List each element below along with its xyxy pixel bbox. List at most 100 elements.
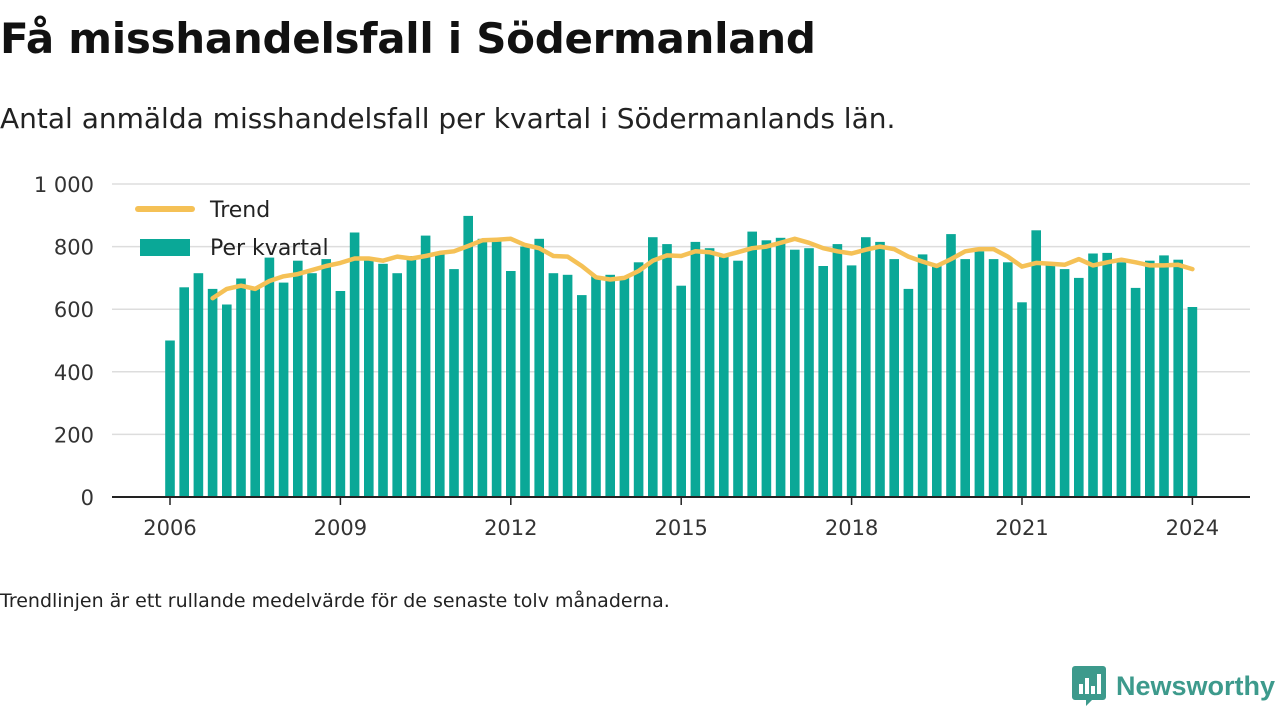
y-tick-label: 0 — [81, 486, 94, 510]
x-tick-label: 2009 — [314, 516, 367, 540]
bar — [747, 231, 757, 497]
bar — [250, 288, 260, 497]
bar — [790, 249, 800, 497]
x-tick-label: 2015 — [654, 516, 707, 540]
bar — [1003, 262, 1013, 498]
bar — [1116, 262, 1127, 498]
trend-line — [210, 236, 1195, 301]
bar — [1187, 307, 1198, 497]
bar — [889, 259, 899, 497]
bar — [1173, 259, 1183, 497]
bar — [846, 265, 857, 497]
legend-bar-label: Per kvartal — [210, 236, 329, 261]
x-tick-label: 2018 — [825, 516, 878, 540]
x-tick-label: 2006 — [143, 516, 196, 540]
bar — [435, 254, 445, 497]
bar — [463, 215, 473, 497]
bar-chart-icon — [1071, 666, 1106, 706]
bar — [520, 246, 530, 497]
bar — [761, 240, 772, 498]
bar — [988, 259, 999, 497]
bar — [577, 295, 587, 497]
y-axis-tick-labels: 0 200 400 600 800 1 000 — [34, 173, 94, 510]
bar — [378, 263, 388, 497]
bar — [193, 273, 204, 497]
x-tick-label: 2012 — [484, 516, 537, 540]
bar — [875, 241, 885, 497]
bar — [392, 273, 402, 497]
bar — [477, 238, 488, 498]
bar — [1088, 253, 1098, 497]
y-tick-label: 200 — [54, 423, 94, 447]
chart-title: Få misshandelsfall i Södermanland — [0, 14, 816, 63]
bar — [633, 262, 644, 498]
bar — [236, 278, 246, 497]
bar — [562, 274, 573, 497]
bar — [278, 282, 289, 497]
bar — [662, 244, 672, 497]
bar — [179, 287, 189, 497]
y-tick-label: 800 — [54, 236, 94, 260]
bar — [1102, 252, 1112, 497]
bar — [704, 248, 715, 497]
bar — [1159, 255, 1169, 497]
brand-name: Newsworthy — [1115, 670, 1275, 701]
bar — [974, 251, 985, 497]
bar — [1145, 260, 1155, 497]
bar — [491, 238, 502, 498]
bar — [1074, 277, 1084, 497]
bar — [1017, 302, 1027, 497]
bar — [307, 273, 317, 497]
bar — [293, 260, 303, 497]
bar — [832, 244, 843, 497]
bar — [591, 276, 601, 497]
bar — [605, 274, 615, 497]
bar — [917, 254, 928, 497]
bar — [1059, 269, 1070, 497]
footnote: Trendlinjen är ett rullande medelvärde f… — [0, 590, 670, 612]
bar — [420, 235, 431, 497]
bar-series — [165, 215, 1198, 498]
bar — [321, 259, 331, 497]
y-tick-label: 400 — [54, 361, 94, 385]
legend: Trend Per kvartal — [135, 198, 329, 261]
x-axis-ticks: 2006 2009 2012 2015 2018 2021 2024 — [143, 497, 1219, 540]
bar — [364, 259, 374, 497]
bar — [676, 285, 686, 497]
bar — [264, 257, 275, 497]
bar — [775, 237, 786, 498]
bar — [207, 288, 218, 497]
bar — [804, 248, 814, 497]
bar — [946, 234, 956, 497]
bar — [960, 259, 970, 497]
bar — [719, 254, 729, 497]
bar — [165, 340, 175, 497]
bar — [903, 288, 914, 497]
bar — [335, 291, 346, 497]
bar — [222, 304, 232, 497]
bar — [506, 271, 516, 497]
bar — [733, 260, 743, 497]
bar — [1130, 287, 1141, 497]
x-tick-label: 2024 — [1166, 516, 1219, 540]
legend-bar-swatch — [140, 239, 190, 256]
bar — [861, 237, 871, 497]
bar — [1045, 265, 1056, 497]
bar — [818, 266, 828, 497]
bar — [932, 265, 942, 497]
newsworthy-logo: Newsworthy — [1071, 664, 1275, 708]
bar — [690, 241, 701, 497]
x-tick-label: 2021 — [995, 516, 1048, 540]
bar — [619, 277, 630, 497]
bar — [648, 237, 658, 497]
bar — [534, 238, 544, 498]
y-tick-label: 600 — [54, 298, 94, 322]
y-tick-label: 1 000 — [34, 173, 94, 197]
bar — [548, 273, 559, 497]
bar — [349, 232, 360, 497]
bar — [406, 256, 417, 497]
chart-subtitle: Antal anmälda misshandelsfall per kvarta… — [0, 102, 896, 135]
legend-trend-label: Trend — [209, 198, 270, 223]
bar — [1031, 230, 1041, 498]
